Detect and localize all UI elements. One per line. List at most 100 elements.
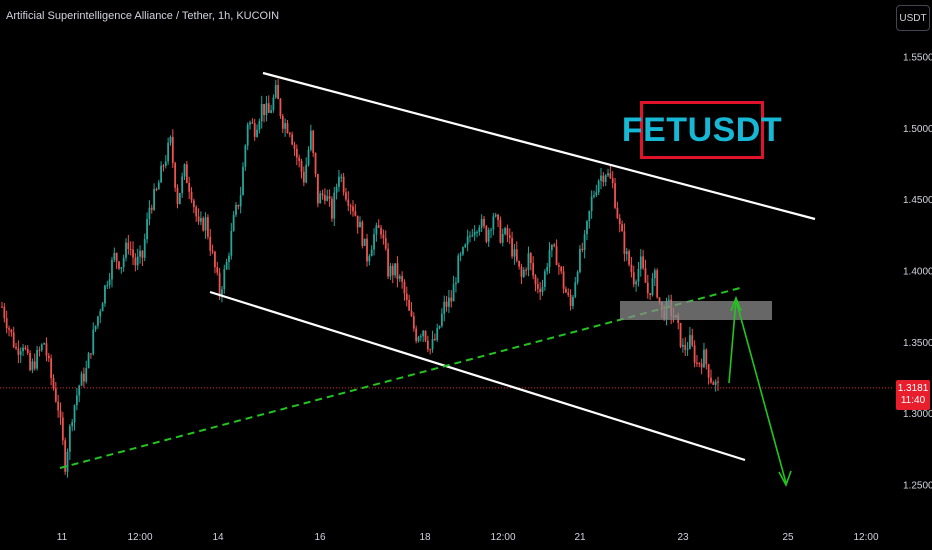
candle-body — [204, 217, 207, 231]
candle-body — [590, 196, 593, 211]
candle-body — [380, 227, 382, 235]
x-tick-label: 12:00 — [127, 532, 152, 543]
candle-body — [335, 186, 338, 193]
candle-body — [260, 104, 263, 122]
candle-body — [298, 157, 301, 162]
candle-body — [387, 248, 389, 277]
candle-body — [682, 344, 684, 347]
last-price-value: 1.3181 — [897, 383, 929, 394]
candle-body — [359, 221, 361, 228]
candle-body — [433, 338, 436, 340]
candle-body — [237, 204, 240, 207]
currency-button[interactable]: USDT — [896, 5, 930, 31]
candle-body — [431, 338, 434, 350]
candle-body — [438, 325, 441, 329]
candle-body — [15, 346, 17, 349]
candle-body — [396, 263, 399, 279]
candle-body — [300, 161, 303, 172]
candle-body — [277, 84, 280, 100]
candle-body — [368, 256, 371, 262]
candle-body — [244, 145, 247, 167]
candle-body — [87, 353, 90, 369]
candle-body — [33, 361, 36, 369]
candle-body — [267, 103, 270, 113]
candle-body — [36, 350, 38, 369]
candle-body — [586, 221, 588, 235]
candle-body — [616, 207, 619, 219]
candle-body — [501, 233, 504, 243]
candle-body — [436, 328, 439, 340]
candle-body — [221, 289, 223, 296]
candle-body — [492, 216, 495, 230]
candle-body — [565, 288, 567, 293]
candle-body — [345, 192, 347, 200]
candle-body — [80, 373, 83, 386]
candle-body — [611, 178, 614, 184]
x-tick-label: 12:00 — [853, 532, 878, 543]
candle-body — [366, 238, 368, 262]
candle-body — [274, 84, 277, 98]
candle-body — [653, 270, 656, 279]
candle-body — [705, 349, 708, 365]
candle-body — [132, 249, 134, 258]
candle-body — [312, 130, 315, 153]
candle-body — [258, 121, 261, 130]
candle-body — [284, 123, 287, 129]
candle-body — [462, 247, 464, 255]
candle-body — [342, 176, 345, 193]
candle-body — [26, 348, 29, 354]
candle-body — [426, 340, 429, 350]
candle-body — [263, 104, 265, 116]
candle-body — [326, 196, 329, 201]
candle-body — [199, 218, 202, 222]
candle-body — [104, 285, 106, 304]
x-tick-label: 11 — [57, 532, 68, 543]
candle-body — [302, 171, 305, 183]
candle-body — [155, 188, 158, 190]
x-tick-label: 21 — [574, 532, 586, 543]
candle-body — [90, 353, 92, 355]
candle-body — [265, 103, 268, 116]
candle-body — [450, 297, 453, 302]
candle-body — [57, 401, 60, 411]
candle-body — [164, 161, 167, 166]
candle-body — [466, 236, 469, 245]
candle-body — [532, 262, 535, 276]
candle-body — [331, 198, 333, 219]
y-tick-label: 1.5500 — [903, 53, 932, 64]
candle-body — [61, 417, 64, 441]
candle-body — [356, 215, 359, 228]
candle-body — [218, 272, 221, 296]
candle-body — [408, 300, 411, 311]
candle-body — [150, 207, 153, 210]
candle-body — [398, 276, 401, 279]
candle-body — [148, 207, 151, 220]
candle-body — [717, 381, 719, 383]
candle-body — [459, 254, 462, 256]
candle-body — [593, 195, 595, 197]
candle-body — [490, 229, 492, 231]
candle-body — [710, 377, 712, 383]
price-axis[interactable]: 1.5500 1.5000 1.4500 1.4000 1.3500 1.3000 1.25… — [903, 53, 932, 492]
candle-body — [333, 192, 336, 219]
candle-body — [68, 426, 71, 452]
candle-body — [157, 182, 160, 190]
x-tick-label: 23 — [677, 532, 689, 543]
y-tick-label: 1.3500 — [903, 338, 932, 349]
candle-body — [494, 214, 497, 217]
candle-body — [307, 149, 310, 165]
candle-body — [202, 218, 205, 231]
candle-body — [515, 249, 518, 261]
candle-body — [125, 242, 127, 258]
time-axis[interactable]: 11 12:00 14 16 18 12:00 21 23 25 12:00 — [57, 532, 879, 543]
candle-body — [324, 194, 326, 201]
candle-body — [38, 350, 41, 352]
candle-body — [97, 316, 99, 326]
candle-body — [122, 257, 125, 268]
candle-body — [92, 329, 95, 355]
candle-body — [548, 250, 551, 268]
x-tick-label: 14 — [212, 532, 224, 543]
candle-body — [534, 275, 537, 285]
candle-body — [253, 123, 256, 137]
